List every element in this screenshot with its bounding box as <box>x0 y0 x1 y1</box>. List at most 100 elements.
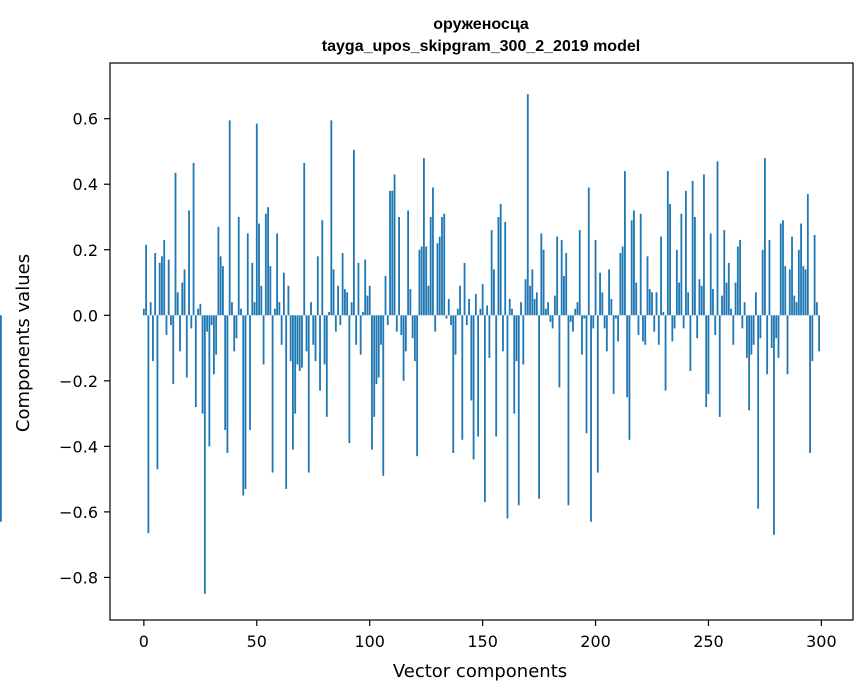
bar-component-254 <box>716 161 719 316</box>
bar-component-101 <box>371 315 373 450</box>
bar-component-84 <box>332 269 335 316</box>
bar-component-52 <box>260 285 263 316</box>
bar-component-132 <box>441 216 443 316</box>
bar-component-173 <box>533 298 536 316</box>
bar-component-257 <box>723 230 726 316</box>
bar-component-5 <box>154 253 157 316</box>
bar-component-194 <box>581 315 583 355</box>
bar-component-266 <box>743 302 746 316</box>
bar-component-37 <box>226 315 229 453</box>
bar-component-121 <box>416 315 419 457</box>
bar-component-56 <box>269 266 272 316</box>
bar-component-3 <box>149 302 152 316</box>
bar-component-1 <box>145 244 148 316</box>
bar-component-87 <box>339 315 342 326</box>
bar-component-177 <box>542 249 545 316</box>
bar-component-272 <box>757 315 760 509</box>
bar-component-241 <box>687 292 690 316</box>
bar-component-216 <box>630 220 633 316</box>
bar-component-16 <box>179 315 181 352</box>
bar-component-161 <box>506 315 509 519</box>
bar-component-273 <box>759 315 762 339</box>
bar-component-267 <box>745 315 748 358</box>
bar-component-260 <box>730 308 732 316</box>
bar-component-198 <box>590 315 592 522</box>
x-tick-label: 200 <box>580 632 611 651</box>
bar-component-120 <box>413 315 416 362</box>
chart-subtitle: tayga_upos_skipgram_300_2_2019 model <box>322 38 640 55</box>
bar-component-297 <box>813 235 816 316</box>
bar-component-288 <box>793 295 796 316</box>
bar-component-180 <box>549 315 552 322</box>
bar-component-78 <box>319 315 321 391</box>
bar-component-217 <box>633 210 635 316</box>
bar-component-63 <box>285 315 288 489</box>
bar-component-244 <box>694 216 696 316</box>
bar-component-152 <box>486 305 489 316</box>
bar-component-76 <box>314 315 317 362</box>
bar-component-163 <box>511 308 513 316</box>
bar-component-82 <box>328 312 330 316</box>
bar-component-60 <box>278 302 281 316</box>
bar-component-295 <box>809 315 811 453</box>
bar-component-32 <box>215 315 218 355</box>
bar-component-156 <box>495 315 498 437</box>
bar-component-86 <box>337 285 339 316</box>
bar-component-184 <box>558 315 561 388</box>
bar-component-39 <box>231 302 233 316</box>
bar-component-151 <box>483 315 486 503</box>
bar-component-43 <box>240 308 242 316</box>
bar-component-123 <box>420 246 423 316</box>
x-axis-label: Vector components <box>393 661 567 682</box>
bar-component-280 <box>775 315 778 339</box>
bar-component-251 <box>709 233 712 316</box>
bar-component-207 <box>610 298 613 316</box>
bar-component-137 <box>452 315 455 453</box>
bar-component-189 <box>569 315 572 322</box>
bar-component-227 <box>655 292 658 316</box>
x-tick-label: 50 <box>247 632 267 651</box>
bar-component-292 <box>802 266 805 316</box>
bar-component-195 <box>583 315 586 319</box>
bar-component-145 <box>470 315 473 401</box>
bar-component-283 <box>782 220 784 316</box>
bar-component-144 <box>468 298 470 316</box>
bar-component-58 <box>273 308 276 316</box>
bar-component-47 <box>249 315 251 430</box>
bar-component-287 <box>791 236 793 316</box>
bar-component-126 <box>427 285 430 316</box>
bar-component-293 <box>804 269 807 316</box>
bar-component-114 <box>400 315 403 335</box>
bar-component-2 <box>147 315 150 534</box>
bar-component-234 <box>671 315 674 342</box>
bar-component-40 <box>233 315 236 352</box>
bar-component-0 <box>142 308 145 316</box>
bar-component-79 <box>321 220 324 316</box>
bar-component-182 <box>553 295 556 316</box>
bar-component-179 <box>547 302 550 316</box>
bar-component-125 <box>425 246 428 316</box>
bar-component-149 <box>479 308 482 316</box>
bar-component-141 <box>461 315 464 440</box>
bar-component-89 <box>343 289 346 316</box>
bar-component-113 <box>398 216 400 316</box>
bar-component-178 <box>544 308 547 316</box>
bar-component-77 <box>316 256 319 316</box>
bar-component-232 <box>666 171 669 316</box>
y-tick-label: 0.0 <box>73 306 98 325</box>
chart-title: оруженосца <box>433 16 529 33</box>
plot-frame <box>109 62 854 621</box>
bar-component-172 <box>531 269 534 316</box>
bar-component-225 <box>651 292 653 316</box>
bar-component-100 <box>368 285 371 316</box>
bar-component-238 <box>680 213 683 316</box>
bar-component-36 <box>224 315 227 430</box>
bar-component-284 <box>784 266 787 316</box>
bar-component-237 <box>678 282 681 316</box>
bar-component-221 <box>642 315 644 342</box>
bar-component-230 <box>662 312 665 316</box>
bar-component-246 <box>698 279 701 316</box>
bar-component-67 <box>294 315 297 414</box>
